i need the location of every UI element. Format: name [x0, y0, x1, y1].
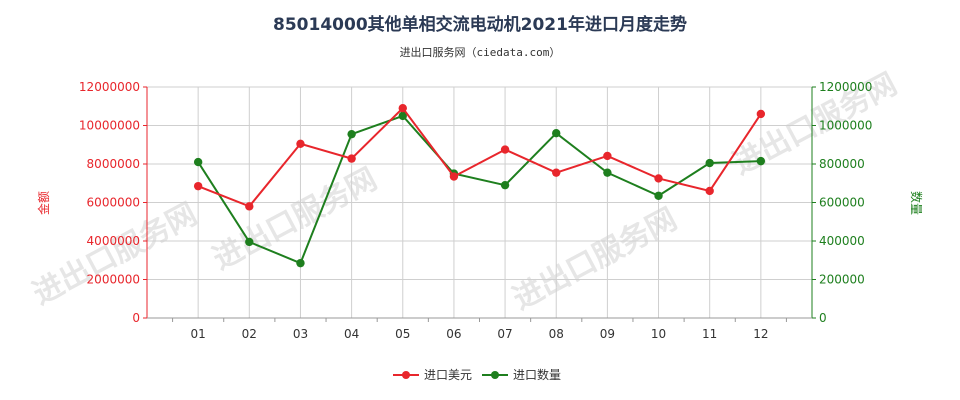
data-point-amount: [347, 154, 356, 163]
grid-layer: [147, 86, 812, 318]
data-point-amount: [449, 172, 459, 181]
chart-subtitle: 进出口服务网（ciedata.com）: [400, 45, 561, 59]
y-left-tick-label: 6000000: [87, 196, 140, 210]
data-point-amount: [603, 151, 612, 161]
data-point-amount: [245, 202, 254, 211]
data-point-quantity: [296, 258, 305, 268]
chart-title: 85014000其他单相交流电动机2021年进口月度走势: [273, 14, 687, 35]
y-left-axis-title: 金额: [36, 191, 51, 215]
x-tick-label: 06: [446, 327, 461, 341]
y-right-tick-label: 400000: [819, 234, 865, 248]
data-point-amount: [654, 174, 663, 183]
data-point-quantity: [347, 129, 356, 139]
legend-label-0: 进口美元: [424, 368, 472, 382]
y-right-tick-label: 800000: [819, 157, 865, 171]
y-right-tick-label: 200000: [819, 273, 865, 287]
data-point-amount: [398, 103, 407, 113]
data-point-quantity: [603, 168, 612, 177]
axes-layer: 0 0 2000000 200000 4000000 400000 6000000 60000…: [36, 80, 924, 341]
y-left-tick-label: 0: [132, 311, 140, 325]
y-right-tick-label: 0: [819, 311, 827, 325]
watermark-right: 进出口服务网: [507, 202, 682, 317]
watermark-mid: 进出口服务网: [207, 162, 382, 277]
y-right-axis-title: 数量: [909, 191, 924, 215]
x-tick-label: 02: [242, 327, 257, 341]
x-tick-label: 08: [549, 327, 564, 341]
legend-marker-0: [402, 371, 410, 379]
y-left-tick-label: 4000000: [87, 234, 140, 248]
series-line-amount: [197, 106, 762, 208]
series-line-quantity: [197, 114, 761, 265]
x-tick-label: 11: [702, 327, 717, 341]
legend-label-1: 进口数量: [513, 367, 561, 382]
x-tick-label: 09: [600, 327, 615, 341]
legend: 进口美元 进口数量: [393, 367, 561, 382]
x-tick-label: 05: [395, 327, 410, 341]
series-layer: [193, 103, 766, 268]
y-right-tick-label: 1200000: [819, 80, 872, 94]
legend-marker-1: [491, 371, 499, 379]
y-left-tick-label: 10000000: [79, 119, 140, 133]
data-point-quantity: [398, 111, 407, 121]
data-point-quantity: [245, 237, 254, 247]
data-point-amount: [193, 181, 203, 191]
y-left-tick-label: 12000000: [79, 80, 140, 94]
x-tick-label: 04: [344, 327, 359, 341]
x-tick-label: 10: [651, 327, 666, 341]
y-left-tick-label: 8000000: [87, 157, 140, 171]
data-point-quantity: [756, 156, 766, 166]
data-point-amount: [500, 145, 510, 154]
watermark-left: 进出口服务网: [27, 197, 202, 312]
data-point-quantity: [705, 158, 714, 168]
y-right-tick-label: 1000000: [819, 119, 872, 133]
x-tick-label: 07: [497, 327, 512, 341]
data-point-quantity: [552, 129, 561, 138]
data-point-quantity: [654, 191, 663, 200]
data-point-quantity: [500, 180, 510, 190]
data-point-amount: [705, 186, 714, 196]
x-tick-label: 03: [293, 327, 308, 341]
y-right-tick-label: 600000: [819, 196, 865, 210]
x-tick-label: 01: [191, 327, 206, 341]
data-point-amount: [756, 109, 766, 119]
data-point-amount: [552, 168, 561, 177]
x-tick-label: 12: [753, 327, 768, 341]
data-point-amount: [296, 139, 305, 148]
y-left-tick-label: 2000000: [87, 273, 140, 287]
data-point-quantity: [193, 157, 203, 167]
